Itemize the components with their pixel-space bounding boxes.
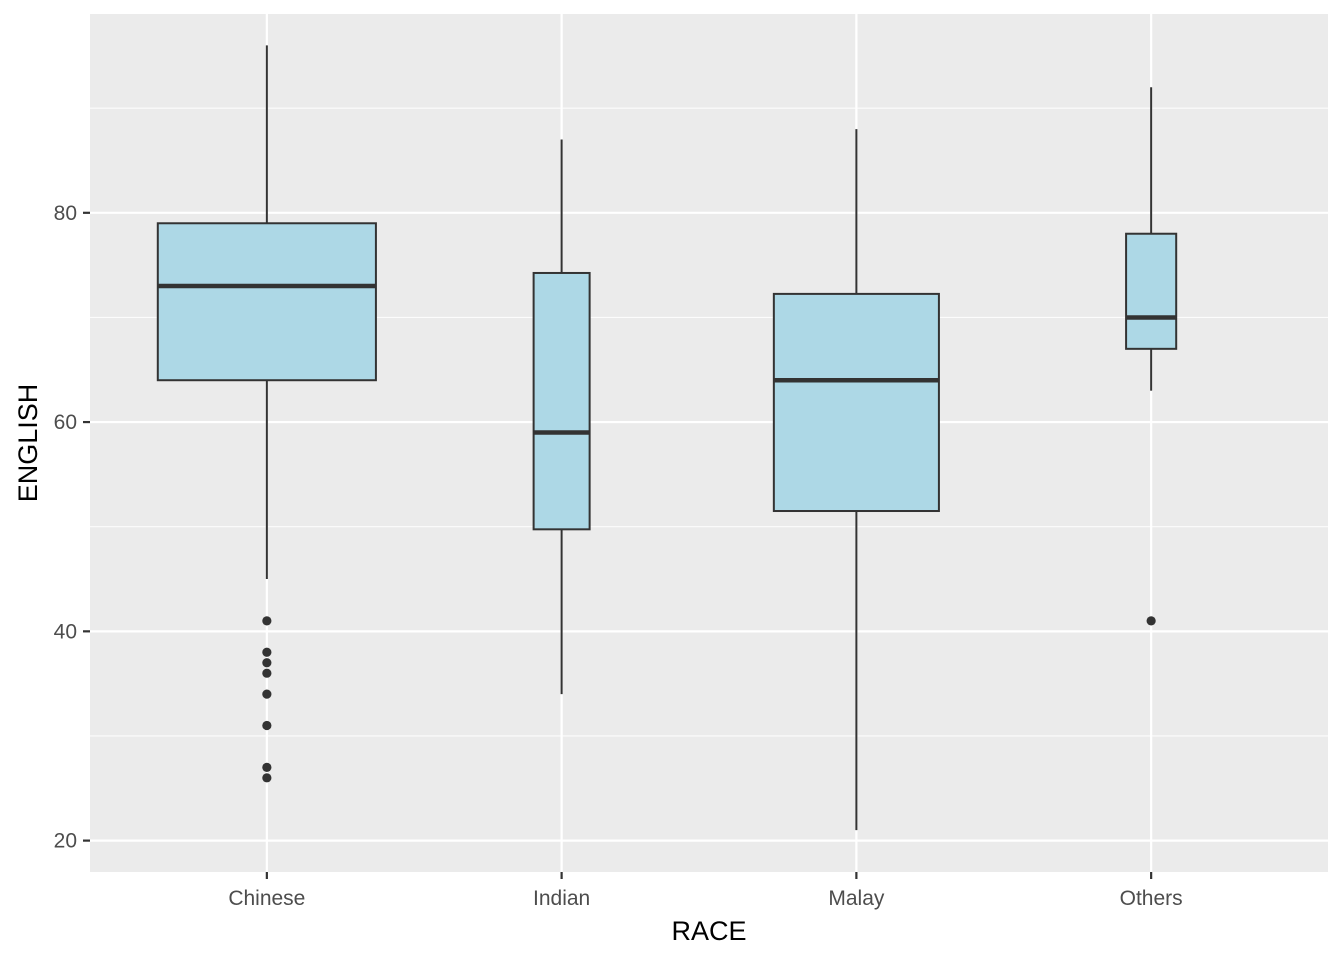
x-tick-label: Indian <box>533 887 590 910</box>
iqr-box <box>1125 232 1178 350</box>
outlier-point <box>262 720 272 731</box>
box-others <box>1125 87 1178 626</box>
box-malay <box>772 129 940 831</box>
outlier-point <box>262 762 272 772</box>
boxes <box>156 45 1178 831</box>
y-axis-title: ENGLISH <box>13 384 43 503</box>
iqr-box <box>532 271 591 531</box>
outlier-point <box>1146 616 1156 626</box>
y-tick-label: 20 <box>54 830 77 853</box>
y-tick-label: 60 <box>54 411 77 434</box>
y-tick-label: 80 <box>54 202 77 225</box>
outlier-point <box>262 668 272 678</box>
outlier-point <box>262 647 272 657</box>
box-chinese <box>156 45 377 783</box>
box-indian <box>532 139 591 695</box>
outlier-point <box>262 689 272 699</box>
y-tick-label: 40 <box>54 620 77 643</box>
x-tick-label: Others <box>1120 887 1183 910</box>
x-tick-label: Malay <box>828 887 885 910</box>
iqr-box <box>772 292 940 513</box>
plot-panel <box>90 14 1328 872</box>
outlier-point <box>262 773 272 783</box>
x-tick-label: Chinese <box>228 887 305 910</box>
x-axis-title: RACE <box>671 916 746 946</box>
outlier-point <box>262 658 272 668</box>
iqr-box <box>156 222 377 382</box>
outlier-point <box>262 616 272 626</box>
axes: 20 40 60 80 Chinese Indian Malay Others <box>54 202 1183 910</box>
